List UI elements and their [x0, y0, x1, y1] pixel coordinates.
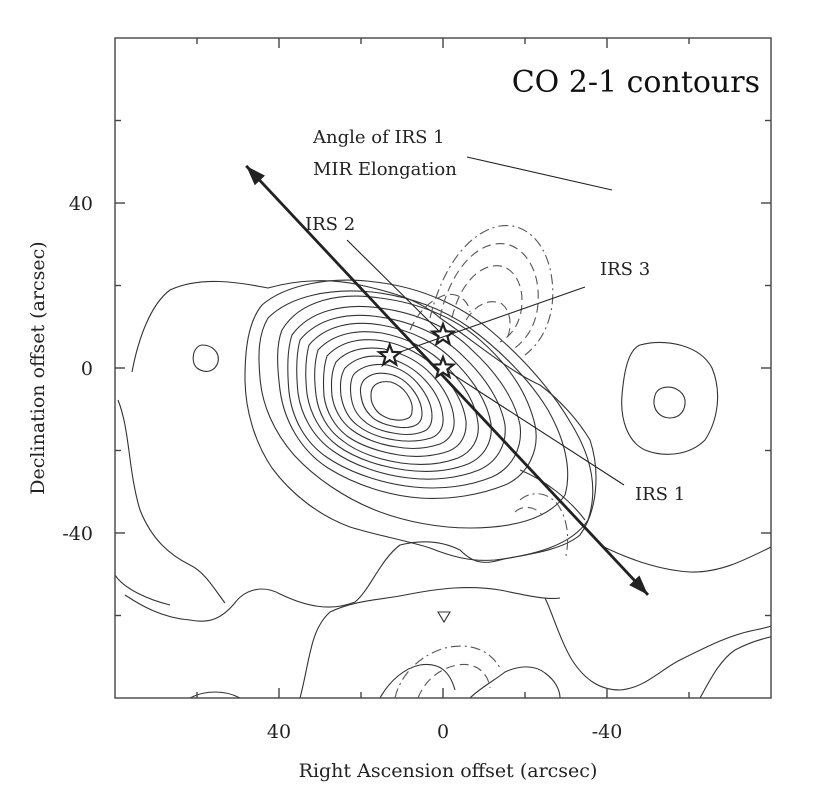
contour-lower	[379, 663, 456, 698]
irs-2-label: IRS 2	[305, 214, 355, 235]
contour-negative	[429, 225, 554, 356]
contour-negative	[519, 493, 569, 561]
irs-1-leader-line	[442, 367, 625, 486]
contour-small	[437, 611, 451, 624]
x-tick-label: -40	[592, 721, 623, 743]
elongation-arrow-shaft	[245, 164, 650, 596]
contour-level	[330, 347, 455, 449]
y-axis-label: Declination offset (arcsec)	[27, 241, 49, 494]
contour-level	[349, 363, 433, 435]
contour-negative	[417, 663, 491, 698]
contour-level	[359, 372, 423, 429]
contour-right	[621, 341, 719, 455]
contour-level	[277, 295, 537, 499]
contour-lower	[115, 574, 171, 606]
contour-negative	[465, 301, 511, 341]
contour-outer	[124, 280, 597, 622]
contour-lower	[599, 544, 771, 573]
irs-2-star-icon	[429, 320, 457, 347]
contour-level	[339, 355, 444, 442]
irs-1-label: IRS 1	[635, 484, 685, 505]
y-tick-label: -40	[62, 523, 93, 545]
arrow-head-ne	[246, 165, 265, 186]
irs-1-star-icon	[429, 353, 457, 380]
contour-lower	[519, 469, 586, 521]
contour-level	[296, 314, 506, 480]
contour-level	[305, 322, 492, 472]
contour-right-inner	[653, 386, 686, 419]
contour-negative	[439, 243, 539, 351]
y-tick-label: 0	[81, 358, 93, 380]
contour-lower	[469, 666, 561, 698]
contour-level	[322, 339, 467, 457]
contour-negative	[394, 645, 501, 698]
contour-lower	[699, 636, 771, 698]
y-tick-label: 40	[69, 193, 93, 215]
contour-level	[370, 381, 413, 421]
elongation-arrow	[245, 164, 650, 596]
contour-negative	[514, 506, 543, 516]
elongation-leader-line	[466, 156, 613, 191]
contour-map	[115, 225, 771, 698]
irs-2-leader-line	[346, 239, 444, 336]
contour-lower	[544, 597, 771, 691]
irs-3-leader-line	[389, 286, 586, 357]
contour-lower	[117, 399, 226, 604]
irs-3-star-icon	[376, 341, 404, 368]
axis-ticks	[115, 38, 771, 698]
contour-negative	[409, 293, 471, 331]
y-tick-labels: 40 0 -40	[62, 193, 93, 545]
source-markers: IRS 1 IRS 2 IRS 3	[305, 214, 685, 505]
contour-lower	[299, 587, 561, 698]
x-tick-labels: -40 0 40	[267, 721, 622, 743]
contour-level	[258, 290, 569, 529]
contour-lower	[189, 691, 241, 698]
elongation-label-line2: MIR Elongation	[313, 159, 457, 180]
arrow-head-sw	[629, 575, 648, 595]
plot-title: CO 2-1 contours	[512, 65, 760, 100]
irs-3-label: IRS 3	[600, 259, 650, 280]
contour-negative	[451, 265, 523, 343]
contour-level	[244, 279, 594, 561]
contour-lobe	[192, 344, 219, 372]
x-axis-label: Right Ascension offset (arcsec)	[299, 760, 598, 782]
contour-level	[287, 305, 522, 489]
x-tick-label: 0	[437, 721, 449, 743]
x-tick-label: 40	[267, 721, 291, 743]
elongation-label-line1: Angle of IRS 1	[312, 127, 445, 148]
contour-level	[314, 331, 479, 465]
